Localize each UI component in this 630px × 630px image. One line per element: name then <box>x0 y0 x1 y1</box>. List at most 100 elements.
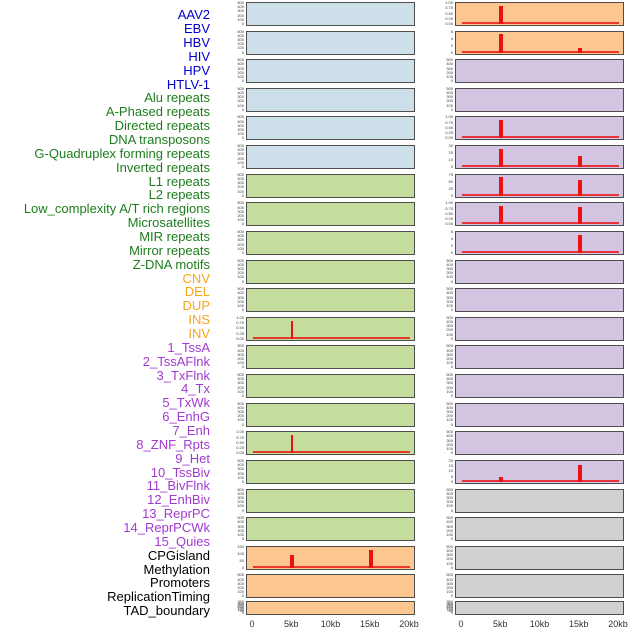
y-tick-label: 300 <box>237 8 244 14</box>
y-tick-label: 1.00 <box>445 114 453 120</box>
y-axis-13-ReprPC: 500 400 300 200 100 0 <box>429 401 455 427</box>
y-tick-label: 0 <box>241 249 244 255</box>
y-tick-label: 400 <box>237 490 244 496</box>
y-tick-label: 6 <box>450 28 453 34</box>
y-tick-label: 4 <box>450 235 453 241</box>
y-axis-Directed-repeats: 500 400 300 200 100 0 <box>220 229 246 255</box>
y-tick-label: 400 <box>446 433 453 439</box>
y-tick-label: 0 <box>241 164 244 170</box>
y-tick-label: 200 <box>237 241 244 247</box>
baseline-line <box>462 222 619 225</box>
track-label-HPV: HPV <box>183 62 210 78</box>
y-tick-label: 500 <box>446 572 453 578</box>
y-tick-label: 400 <box>237 261 244 267</box>
y-tick-label: 200 <box>446 441 453 447</box>
y-tick-label: 200 <box>237 356 244 362</box>
y-tick-label: 50 <box>239 608 244 614</box>
y-tick-label: 200 <box>237 470 244 476</box>
y-tick-label: 400 <box>237 376 244 382</box>
y-axis-6-EnhG: 1.00 0.75 0.50 0.25 0.00 <box>429 201 455 226</box>
track-label-A-Phased-repeats: A-Phased repeats <box>105 104 210 120</box>
y-tick-label: 100 <box>446 388 453 394</box>
y-tick-label: 500 <box>237 0 244 5</box>
y-axis-L1-repeats: 500 400 300 200 100 0 <box>220 343 246 369</box>
y-tick-label: 0.00 <box>445 135 453 141</box>
track-label-14-ReprPCWk: 14_ReprPCWk <box>123 519 210 535</box>
spike-5kb <box>291 320 294 339</box>
y-tick-label: 0 <box>241 278 244 284</box>
track-label-4-Tx: 4_Tx <box>181 381 210 397</box>
x-tick-label-left-5kb: 5kb <box>283 619 299 629</box>
y-tick-label: 300 <box>446 380 453 386</box>
y-axis-14-ReprPCWk: 500 400 300 200 100 0 <box>429 430 455 455</box>
track-panel-14-ReprPCWk <box>455 431 624 456</box>
y-tick-label: 150 <box>446 605 453 611</box>
y-tick-label: 300 <box>237 65 244 71</box>
y-tick-label: 0 <box>450 78 453 84</box>
y-axis-3-TxFlnk: 1.00 0.75 0.50 0.25 0.00 <box>429 114 455 141</box>
y-tick-label: 200 <box>446 69 453 75</box>
baseline-line <box>253 336 410 339</box>
y-tick-label: 100 <box>237 474 244 480</box>
track-label-6-EnhG: 6_EnhG <box>162 409 210 425</box>
y-tick-label: 0.75 <box>445 5 453 11</box>
y-tick-label: 100 <box>237 16 244 22</box>
y-tick-label: 400 <box>237 462 244 468</box>
spike-15kb <box>577 206 582 225</box>
y-tick-label: 400 <box>237 147 244 153</box>
y-tick-label: 50 <box>448 178 453 184</box>
y-axis-11-BivFlnk: 500 400 300 200 100 0 <box>429 344 455 369</box>
y-tick-label: 300 <box>237 523 244 529</box>
track-label-Low-complexity-A-T-rich-regions: Low_complexity A/T rich regions <box>23 201 210 217</box>
y-tick-label: 0.75 <box>445 205 453 211</box>
y-tick-label: 100 <box>237 274 244 280</box>
baseline-line <box>462 50 619 53</box>
y-tick-label: 400 <box>446 290 453 296</box>
y-tick-label: 300 <box>446 494 453 500</box>
spike-15kb <box>577 48 582 53</box>
y-tick-label: 0.25 <box>445 15 453 21</box>
y-tick-label: 0.25 <box>445 130 453 136</box>
y-tick-label: 200 <box>237 155 244 161</box>
y-tick-label: 0 <box>450 393 453 399</box>
track-label-Promoters: Promoters <box>150 575 210 591</box>
y-tick-label: 200 <box>237 212 244 218</box>
y-tick-label: 400 <box>446 376 453 382</box>
y-tick-label: 100 <box>446 331 453 337</box>
y-tick-label: 0 <box>241 106 244 112</box>
y-tick-label: 350 <box>237 599 244 604</box>
y-tick-label: 500 <box>237 343 244 349</box>
y-tick-label: 100 <box>237 503 244 509</box>
y-tick-label: 200 <box>446 98 453 104</box>
track-panel-L1-repeats <box>246 345 415 370</box>
y-tick-label: 0 <box>450 610 453 615</box>
y-tick-label: 200 <box>237 69 244 75</box>
y-tick-label: 400 <box>446 61 453 67</box>
y-tick-label: 200 <box>237 127 244 133</box>
y-axis-4-Tx: 30 20 10 0 <box>429 144 455 169</box>
y-tick-label: 0.75 <box>445 119 453 125</box>
y-tick-label: 300 <box>237 351 244 357</box>
x-tick-label-right-20kb: 20kb <box>608 619 628 629</box>
spike-15kb <box>368 549 373 568</box>
y-axis-Microsatellites: 1.00 0.75 0.50 0.25 0.00 <box>220 430 246 455</box>
y-tick-label: 0.75 <box>236 320 244 326</box>
track-label-15-Quies: 15_Quies <box>154 533 210 549</box>
spike-5kb <box>499 148 504 168</box>
track-panel-HTLV-1 <box>246 145 415 170</box>
y-tick-label: 100 <box>237 388 244 394</box>
y-tick-label: 500 <box>237 200 244 206</box>
y-tick-label: 0 <box>241 536 244 542</box>
y-tick-label: 0 <box>241 421 244 427</box>
y-tick-label: 100 <box>446 531 453 537</box>
y-tick-label: 500 <box>237 400 244 406</box>
y-tick-label: 0 <box>241 192 244 198</box>
y-tick-label: 300 <box>237 466 244 472</box>
track-panel-CPGisland <box>455 488 624 513</box>
y-axis-HPV: 500 400 300 200 100 0 <box>220 115 246 140</box>
y-tick-label: 200 <box>237 384 244 390</box>
y-tick-label: 500 <box>446 314 453 320</box>
track-panel-DNA-transposons <box>246 259 415 284</box>
track-label-12-EnhBiv: 12_EnhBiv <box>147 492 210 508</box>
y-tick-label: 50 <box>239 557 244 563</box>
